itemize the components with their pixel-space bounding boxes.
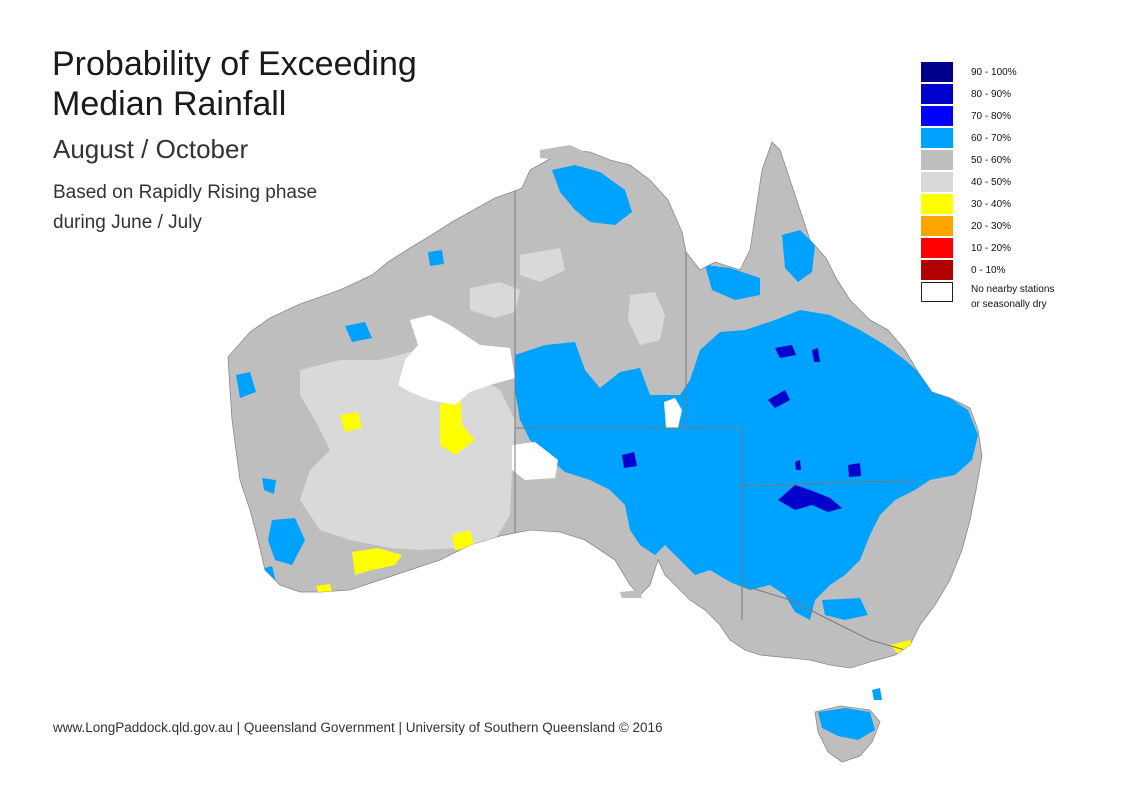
legend-swatch (921, 282, 953, 302)
zone-30-40-wa-3 (352, 548, 402, 575)
island-groote (650, 220, 662, 232)
zone-80-90-nsw (778, 485, 842, 512)
legend-swatch (921, 260, 953, 280)
legend-label: 20 - 30% (971, 221, 1012, 232)
zone-40-50-west (300, 352, 515, 550)
zone-40-50-east (520, 248, 565, 282)
zone-30-40-wa-1 (440, 395, 475, 455)
footer-credits: www.LongPaddock.qld.gov.au | Queensland … (53, 720, 663, 735)
legend-label: 70 - 80% (971, 111, 1012, 122)
legend-label: 50 - 60% (971, 155, 1012, 166)
legend-swatch (921, 84, 953, 104)
period-label: August / October (53, 134, 249, 164)
legend-swatch (921, 62, 953, 82)
zone-80-90-qld-4 (848, 463, 861, 477)
island-kangaroo (620, 590, 642, 598)
zone-80-90-qld-5 (795, 460, 801, 470)
zone-60-70-kimberley (428, 250, 444, 266)
zone-60-70-wa-3 (236, 372, 256, 398)
legend-item-50-60: 50 - 60% (921, 150, 1101, 172)
legend-swatch (921, 106, 953, 126)
legend-swatch (921, 128, 953, 148)
legend-item-40-50: 40 - 50% (921, 172, 1101, 194)
legend-label: 60 - 70% (971, 133, 1012, 144)
legend-item-30-40: 30 - 40% (921, 194, 1101, 216)
legend-swatch (921, 150, 953, 170)
zone-60-70-vic (822, 598, 868, 620)
title-line-1: Probability of Exceeding (52, 45, 417, 83)
legend-swatch (921, 238, 953, 258)
basis-description: Based on Rapidly Rising phase during Jun… (53, 178, 317, 238)
zone-30-40-wa-5 (316, 584, 332, 592)
zone-60-70-top-end (552, 165, 632, 225)
zone-no-data-qld (664, 398, 682, 428)
island-flinders (872, 688, 882, 700)
title-line-2: Median Rainfall (52, 85, 287, 123)
zone-80-90-sa (622, 452, 637, 468)
legend-label: 10 - 20% (971, 243, 1012, 254)
zone-80-90-qld-3 (768, 390, 790, 408)
legend-item-90-100: 90 - 100% (921, 62, 1101, 84)
map-title: Probability of Exceeding Median Rainfall (52, 44, 417, 124)
legend-item-20-30: 20 - 30% (921, 216, 1101, 238)
legend-item-60-70: 60 - 70% (921, 128, 1101, 150)
legend-swatch (921, 172, 953, 192)
legend-label: No nearby stations or seasonally dry (971, 284, 1055, 310)
legend-item-80-90: 80 - 90% (921, 84, 1101, 106)
tasmania-zones (818, 708, 875, 740)
legend-item-0-10: 0 - 10% (921, 260, 1101, 282)
rainfall-probability-zones (236, 165, 978, 656)
legend-swatch (921, 194, 953, 214)
legend-item-no-data: No nearby stations or seasonally dry (921, 282, 1101, 310)
legend-label: 90 - 100% (971, 67, 1017, 78)
legend-label: 30 - 40% (971, 199, 1012, 210)
island-melville (540, 145, 585, 160)
zone-80-90-qld-2 (812, 348, 820, 362)
zone-80-90-qld-1 (775, 345, 796, 358)
legend-label: 80 - 90% (971, 89, 1012, 100)
zone-40-50-nt (628, 292, 665, 345)
basis-line-2: during June / July (53, 212, 202, 233)
legend-label: 0 - 10% (971, 265, 1006, 276)
legend-swatch (921, 216, 953, 236)
legend-item-70-80: 70 - 80% (921, 106, 1101, 128)
zone-60-70-wa-4 (345, 322, 372, 342)
zone-60-70-wa-5 (262, 478, 276, 494)
basis-line-1: Based on Rapidly Rising phase (53, 182, 318, 203)
zone-no-data-sa (512, 442, 558, 480)
zone-60-70-gulf (705, 265, 760, 300)
zone-60-70-wa-1 (268, 518, 305, 565)
zone-60-70-qld-north (782, 230, 815, 282)
zone-40-50-north (470, 282, 520, 318)
legend-label: 40 - 50% (971, 177, 1012, 188)
state-borders (514, 180, 916, 651)
zone-30-40-wa-4 (452, 530, 475, 550)
zone-no-data-wa (398, 315, 515, 405)
zone-60-70-central-east (515, 310, 978, 620)
legend-item-10-20: 10 - 20% (921, 238, 1101, 260)
zone-30-40-wa-2 (340, 412, 362, 432)
